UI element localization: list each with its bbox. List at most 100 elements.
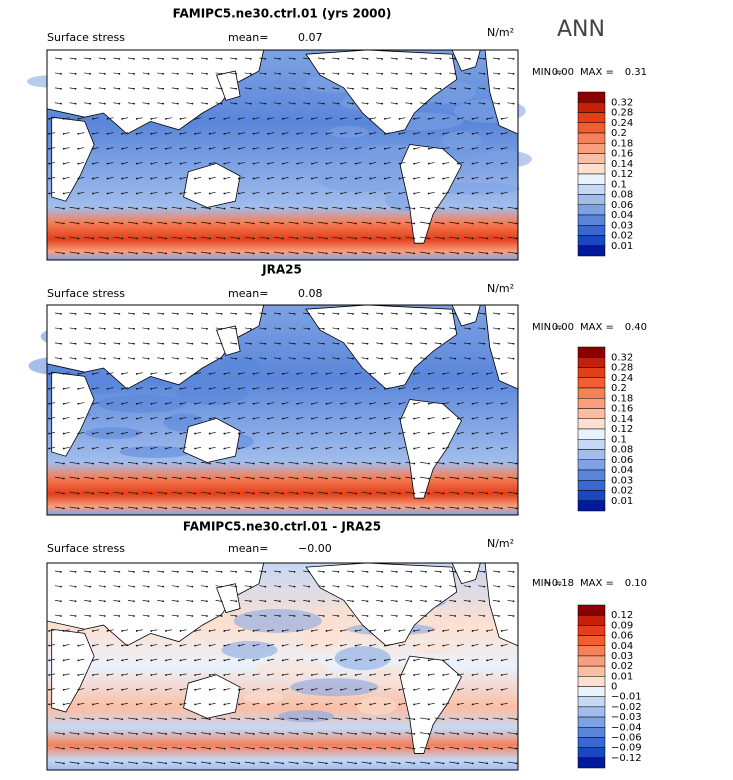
arrow-head bbox=[296, 747, 299, 750]
colorbar-label: 0.06 bbox=[611, 200, 633, 211]
wind-arrow bbox=[376, 570, 383, 573]
wind-arrow bbox=[419, 585, 426, 587]
wind-arrow bbox=[376, 614, 383, 617]
wind-arrow bbox=[487, 162, 494, 164]
arrow-head bbox=[267, 630, 270, 632]
arrow-head bbox=[238, 762, 240, 765]
panel-title: FAMIPC5.ne30.ctrl.01 - JRA25 bbox=[183, 520, 381, 534]
arrow-head bbox=[208, 207, 211, 210]
wind-arrow bbox=[209, 147, 216, 150]
arrow-head bbox=[235, 600, 238, 603]
arrow-head bbox=[176, 57, 179, 60]
wind-arrow bbox=[180, 117, 187, 120]
wind-arrow bbox=[142, 102, 149, 105]
wind-arrow bbox=[259, 357, 266, 360]
wind-arrow bbox=[297, 387, 304, 390]
wind-arrow bbox=[268, 446, 275, 449]
wind-arrow bbox=[326, 147, 333, 150]
colorbar-label: 0.28 bbox=[611, 108, 633, 119]
wind-arrow bbox=[238, 644, 245, 646]
arrow-head bbox=[398, 703, 401, 706]
wind-arrow bbox=[297, 162, 304, 164]
arrow-head bbox=[296, 733, 299, 735]
wind-arrow bbox=[69, 506, 79, 509]
arrow-head bbox=[176, 585, 179, 588]
wind-arrow bbox=[297, 644, 304, 646]
wind-arrow bbox=[311, 629, 318, 632]
arrow-head bbox=[468, 342, 471, 345]
arrow-head bbox=[162, 615, 165, 617]
wind-arrow bbox=[434, 251, 444, 254]
arrow-head bbox=[457, 477, 459, 480]
arrow-head bbox=[48, 372, 51, 375]
wind-arrow bbox=[273, 221, 283, 224]
wind-arrow bbox=[215, 761, 225, 764]
arrow-head bbox=[413, 447, 416, 450]
wind-arrow bbox=[472, 673, 479, 676]
arrow-head bbox=[454, 327, 457, 330]
arrow-head bbox=[354, 252, 357, 255]
arrow-head bbox=[293, 327, 296, 330]
wind-arrow bbox=[390, 732, 400, 735]
arrow-head bbox=[194, 762, 197, 765]
arrow-head bbox=[325, 733, 328, 735]
wind-arrow bbox=[355, 177, 362, 179]
arrow-head bbox=[325, 644, 328, 647]
wind-arrow bbox=[200, 87, 207, 90]
wind-arrow bbox=[224, 162, 231, 164]
wind-arrow bbox=[230, 236, 240, 239]
arrow-head bbox=[191, 342, 194, 345]
colorbar-label: 0.04 bbox=[611, 641, 633, 652]
wind-arrow bbox=[463, 600, 470, 602]
arrow-head bbox=[281, 177, 284, 180]
arrow-head bbox=[427, 162, 430, 165]
wind-arrow bbox=[492, 102, 499, 105]
arrow-head bbox=[235, 342, 238, 345]
arrow-head bbox=[427, 132, 430, 135]
arrow-head bbox=[457, 733, 459, 735]
arrow-head bbox=[325, 162, 328, 165]
wind-arrow bbox=[405, 312, 412, 315]
wind-arrow bbox=[69, 221, 79, 224]
wind-arrow bbox=[136, 387, 143, 390]
wind-arrow bbox=[414, 629, 421, 632]
arrow-head bbox=[425, 600, 427, 603]
arrow-head bbox=[77, 688, 80, 691]
arrow-head bbox=[296, 477, 299, 480]
colorbar-label: 0.1 bbox=[611, 434, 627, 445]
arrow-head bbox=[366, 342, 369, 345]
arrow-head bbox=[121, 507, 124, 510]
arrow-head bbox=[92, 117, 94, 120]
arrow-head bbox=[398, 492, 401, 495]
wind-arrow bbox=[376, 102, 383, 105]
arrow-head bbox=[208, 252, 211, 255]
arrow-head bbox=[413, 237, 416, 240]
wind-arrow bbox=[49, 117, 56, 120]
arrow-head bbox=[427, 659, 430, 662]
arrow-head bbox=[206, 357, 208, 360]
arrow-head bbox=[352, 570, 354, 573]
wind-arrow bbox=[463, 312, 470, 315]
arrow-head bbox=[62, 733, 65, 735]
wind-arrow bbox=[122, 446, 129, 449]
arrow-head bbox=[296, 762, 299, 765]
arrow-head bbox=[427, 177, 430, 180]
wind-arrow bbox=[443, 132, 450, 135]
wind-arrow bbox=[341, 658, 348, 661]
arrow-head bbox=[454, 57, 457, 60]
arrow-head bbox=[135, 688, 138, 691]
wind-arrow bbox=[478, 72, 485, 75]
wind-arrow bbox=[186, 357, 193, 360]
wind-arrow bbox=[180, 658, 187, 661]
wind-arrow bbox=[376, 236, 386, 239]
wind-arrow bbox=[384, 162, 391, 164]
arrow-head bbox=[208, 192, 211, 195]
colorbar-label: 0.24 bbox=[611, 118, 633, 129]
arrow-head bbox=[106, 192, 109, 195]
arrow-head bbox=[176, 600, 179, 603]
wind-arrow bbox=[376, 506, 386, 509]
wind-arrow bbox=[157, 221, 167, 224]
wind-arrow bbox=[370, 629, 377, 632]
arrow-head bbox=[191, 600, 194, 603]
wind-arrow bbox=[253, 132, 260, 135]
